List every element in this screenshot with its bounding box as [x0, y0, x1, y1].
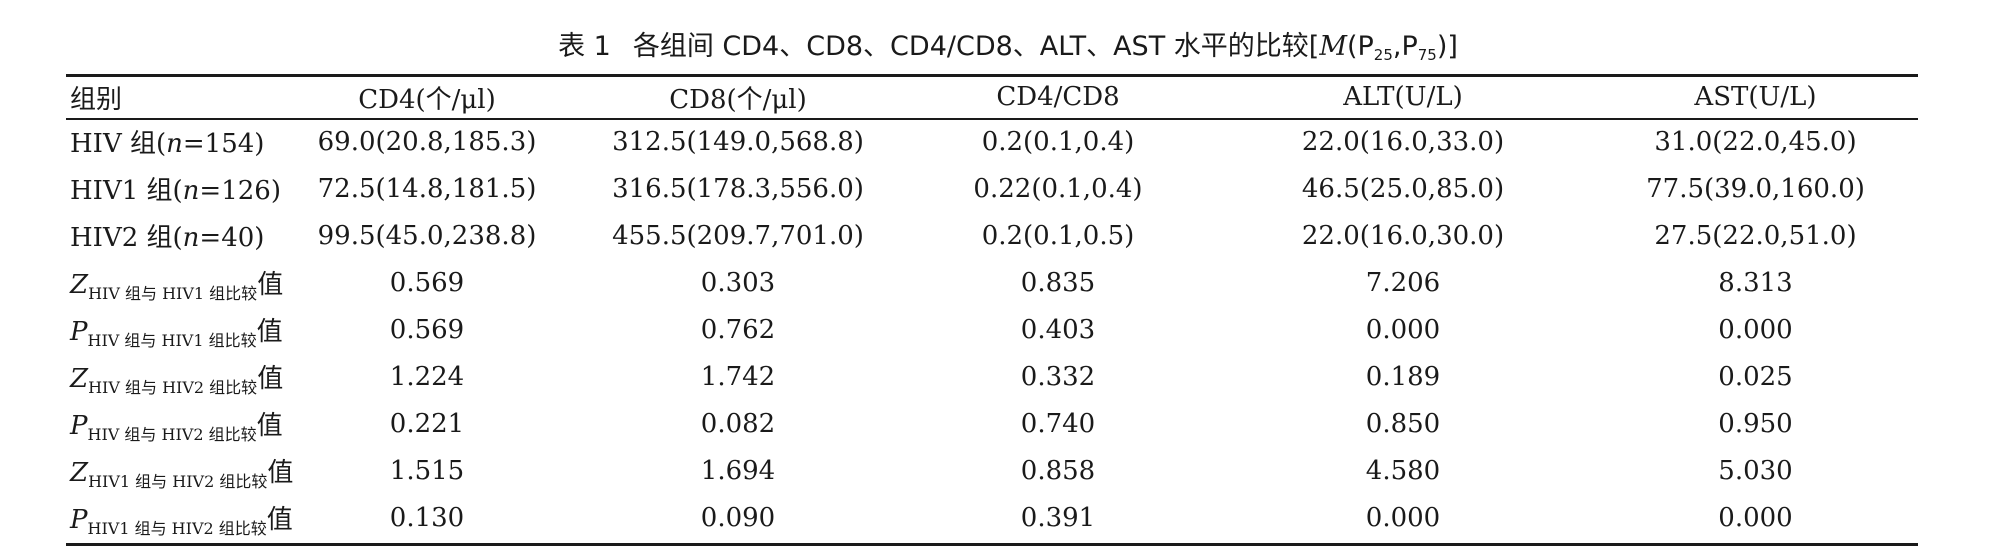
table-cell: 8.313: [1718, 267, 1793, 298]
table-cell: 0.2(0.1,0.5): [981, 220, 1135, 251]
table-cell: 0.000: [1365, 502, 1441, 533]
table-cell: 316.5(178.3,556.0): [612, 173, 864, 204]
table-row: ZHIV 组与 HIV1 组比较值 0.569 0.303 0.835 7.20…: [66, 259, 1918, 306]
table-cell: 0.221: [389, 408, 465, 439]
caption-sep: ,P: [1392, 31, 1418, 62]
table-cell: 0.332: [1020, 361, 1096, 392]
table-cell: 0.391: [1020, 502, 1096, 533]
comparison-table: 组别 CD4(个/μl) CD8(个/μl) CD4/CD8 ALT(U/L) …: [66, 76, 1918, 541]
table-cell: 0.082: [700, 408, 776, 439]
table-cell: 22.0(16.0,30.0): [1301, 220, 1505, 251]
table-header-rule: [66, 118, 1918, 120]
row-label: PHIV1 组与 HIV2 组比较值: [70, 505, 293, 538]
table-row: PHIV 组与 HIV1 组比较值 0.569 0.762 0.403 0.00…: [66, 306, 1918, 353]
row-label: ZHIV 组与 HIV2 组比较值: [70, 364, 284, 397]
p25-subscript: 25: [1373, 46, 1393, 64]
header-cd8: CD8(个/μl): [669, 84, 807, 115]
table-cell: 0.762: [700, 314, 776, 345]
table-cell: 312.5(149.0,568.8): [612, 126, 864, 157]
caption-close: )]: [1436, 31, 1458, 62]
table-cell: 1.694: [700, 455, 776, 486]
table-cell: 0.569: [389, 314, 465, 345]
header-alt: ALT(U/L): [1343, 82, 1463, 112]
row-label: ZHIV1 组与 HIV2 组比较值: [70, 458, 294, 491]
table-bottom-rule: [66, 543, 1918, 546]
caption-open: (P: [1346, 31, 1374, 62]
table-cell: 0.740: [1020, 408, 1096, 439]
table-cell: 72.5(14.8,181.5): [317, 173, 537, 204]
table-cell: 0.000: [1718, 502, 1793, 533]
header-cd4: CD4(个/μl): [358, 84, 496, 115]
header-cd4-cd8: CD4/CD8: [996, 82, 1120, 112]
table-row: HIV 组(n=154) 69.0(20.8,185.3) 312.5(149.…: [66, 118, 1918, 165]
table-cell: 0.090: [700, 502, 776, 533]
table-cell: 4.580: [1365, 455, 1441, 486]
header-group: 组别: [70, 84, 123, 115]
table-cell: 0.858: [1020, 455, 1096, 486]
row-label: HIV1 组(n=126): [70, 176, 281, 206]
table-cell: 46.5(25.0,85.0): [1301, 173, 1505, 204]
table-row: HIV2 组(n=40) 99.5(45.0,238.8) 455.5(209.…: [66, 212, 1918, 259]
median-symbol: M: [1319, 31, 1347, 62]
table-row: PHIV1 组与 HIV2 组比较值 0.130 0.090 0.391 0.0…: [66, 494, 1918, 541]
table-cell: 0.2(0.1,0.4): [981, 126, 1135, 157]
p75-subscript: 75: [1417, 46, 1437, 64]
table-cell: 22.0(16.0,33.0): [1301, 126, 1505, 157]
caption-text: 各组间 CD4、CD8、CD4/CD8、ALT、AST 水平的比较[: [632, 31, 1320, 62]
row-label: ZHIV 组与 HIV1 组比较值: [70, 270, 284, 303]
table-cell: 1.224: [389, 361, 465, 392]
row-label: HIV2 组(n=40): [70, 223, 265, 253]
table-cell: 455.5(209.7,701.0): [612, 220, 864, 251]
table-cell: 0.130: [389, 502, 465, 533]
table-row: ZHIV 组与 HIV2 组比较值 1.224 1.742 0.332 0.18…: [66, 353, 1918, 400]
table-cell: 31.0(22.0,45.0): [1654, 126, 1857, 157]
row-label: PHIV 组与 HIV1 组比较值: [70, 317, 283, 350]
table-cell: 1.742: [700, 361, 776, 392]
table-cell: 0.835: [1020, 267, 1096, 298]
header-ast: AST(U/L): [1694, 82, 1817, 112]
table-cell: 0.22(0.1,0.4): [973, 173, 1143, 204]
table-cell: 5.030: [1718, 455, 1793, 486]
table-row: ZHIV1 组与 HIV2 组比较值 1.515 1.694 0.858 4.5…: [66, 447, 1918, 494]
table-cell: 27.5(22.0,51.0): [1654, 220, 1857, 251]
table-cell: 0.850: [1365, 408, 1441, 439]
table-number: 表 1: [558, 31, 611, 62]
table-caption: 表 1 各组间 CD4、CD8、CD4/CD8、ALT、AST 水平的比较[M(P…: [0, 30, 2016, 64]
table-cell: 0.569: [389, 267, 465, 298]
table-cell: 0.303: [700, 267, 776, 298]
row-label: PHIV 组与 HIV2 组比较值: [70, 411, 283, 444]
table-cell: 0.000: [1718, 314, 1793, 345]
table-cell: 69.0(20.8,185.3): [317, 126, 537, 157]
table-cell: 7.206: [1365, 267, 1441, 298]
table-cell: 0.950: [1718, 408, 1793, 439]
header-row: 组别 CD4(个/μl) CD8(个/μl) CD4/CD8 ALT(U/L) …: [66, 76, 1918, 118]
row-label: HIV 组(n=154): [70, 129, 265, 159]
table-cell: 0.000: [1365, 314, 1441, 345]
table-row: HIV1 组(n=126) 72.5(14.8,181.5) 316.5(178…: [66, 165, 1918, 212]
table-cell: 99.5(45.0,238.8): [317, 220, 537, 251]
table-cell: 0.025: [1718, 361, 1793, 392]
table-row: PHIV 组与 HIV2 组比较值 0.221 0.082 0.740 0.85…: [66, 400, 1918, 447]
table-cell: 0.189: [1365, 361, 1441, 392]
table-cell: 0.403: [1020, 314, 1096, 345]
table-cell: 1.515: [389, 455, 465, 486]
table-top-rule: [66, 74, 1918, 77]
table-cell: 77.5(39.0,160.0): [1646, 173, 1865, 204]
